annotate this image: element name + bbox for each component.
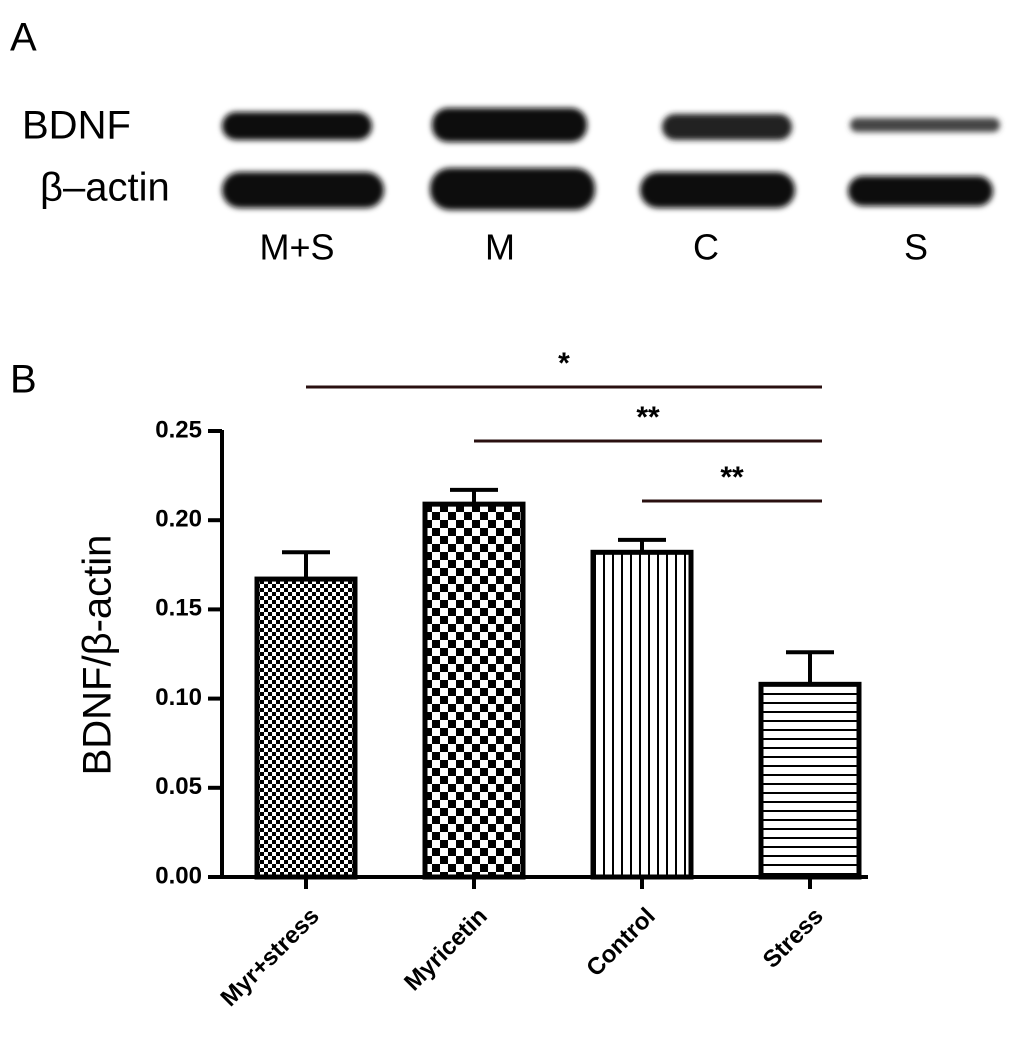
- blot-row-label: BDNF: [22, 104, 131, 148]
- x-tick-label: Control: [581, 903, 660, 982]
- blot-row-label: β–actin: [40, 166, 170, 210]
- lane-label: M: [485, 227, 515, 268]
- x-tick-label: Stress: [758, 903, 829, 974]
- y-axis-label: BDNF/β-actin: [76, 535, 120, 776]
- lane-label: C: [693, 227, 719, 268]
- panel-label: A: [10, 16, 37, 60]
- x-tick-label: Myricetin: [399, 903, 493, 997]
- band: [222, 112, 372, 140]
- panel-label: B: [10, 358, 37, 402]
- y-tick-label: 0.20: [155, 506, 202, 533]
- y-tick-label: 0.00: [155, 862, 202, 889]
- band: [662, 114, 792, 140]
- bar: [254, 576, 358, 880]
- y-tick-label: 0.25: [155, 416, 202, 443]
- y-tick-label: 0.05: [155, 773, 202, 800]
- y-tick-label: 0.15: [155, 595, 202, 622]
- band: [848, 176, 993, 206]
- significance-label: **: [636, 401, 660, 434]
- bar: [590, 549, 694, 880]
- x-tick-label: Myr+stress: [216, 903, 325, 1012]
- significance-label: **: [720, 461, 744, 494]
- significance-label: *: [558, 347, 570, 380]
- bar: [422, 501, 526, 880]
- bar: [758, 681, 862, 880]
- lane-labels: M+S M C S: [259, 227, 928, 268]
- y-tick-label: 0.10: [155, 684, 202, 711]
- lane-label: S: [904, 227, 928, 268]
- band: [430, 168, 595, 210]
- blot-bands: [222, 108, 1000, 210]
- band: [850, 118, 1000, 132]
- lane-label: M+S: [259, 227, 334, 268]
- band: [640, 172, 795, 208]
- band: [432, 108, 587, 142]
- band: [222, 172, 384, 208]
